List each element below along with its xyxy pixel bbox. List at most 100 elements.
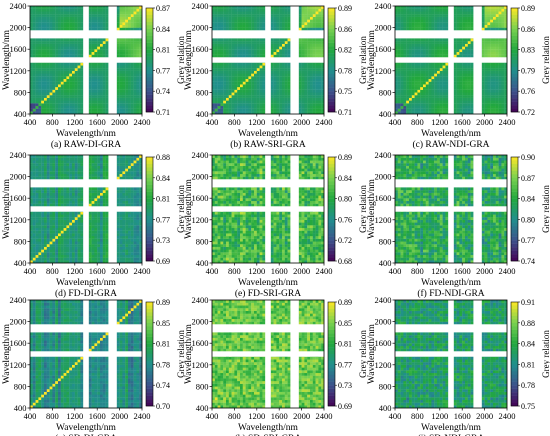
heatmap-cell bbox=[49, 38, 53, 42]
heatmap-cell bbox=[298, 11, 302, 15]
heatmap-cell bbox=[94, 70, 98, 74]
heatmap-cell bbox=[251, 16, 255, 20]
heatmap-cell bbox=[298, 87, 302, 90]
heatmap-cell bbox=[270, 70, 274, 74]
heatmap-cell bbox=[251, 43, 255, 47]
heatmap-cell bbox=[41, 24, 45, 28]
heatmap-cell bbox=[504, 38, 508, 42]
heatmap-cell bbox=[32, 11, 36, 15]
colorbar-segment bbox=[328, 32, 335, 36]
heatmap-cell bbox=[58, 41, 61, 44]
colorbar-segment bbox=[511, 35, 518, 40]
heatmap-cell bbox=[312, 62, 316, 66]
heatmap-cell bbox=[217, 100, 221, 104]
heatmap-cell bbox=[44, 68, 47, 71]
heatmap-cell bbox=[321, 78, 325, 82]
heatmap-cell bbox=[248, 62, 252, 66]
heatmap-cell bbox=[102, 105, 106, 109]
heatmap-cell bbox=[228, 51, 232, 55]
heatmap-cell bbox=[66, 105, 70, 109]
heatmap-cell bbox=[220, 14, 224, 17]
heatmap-cell bbox=[453, 22, 457, 26]
heatmap-cell bbox=[212, 54, 215, 58]
heatmap-cell bbox=[245, 65, 249, 69]
heatmap-cell bbox=[125, 8, 129, 12]
heatmap-cell bbox=[437, 68, 440, 71]
heatmap-cell bbox=[240, 84, 243, 88]
heatmap-cell bbox=[136, 16, 140, 20]
heatmap-cell bbox=[284, 76, 288, 80]
heatmap-cell bbox=[481, 111, 485, 115]
heatmap-cell bbox=[228, 108, 232, 112]
heatmap-cell bbox=[321, 73, 325, 77]
heatmap-cell bbox=[420, 22, 424, 26]
heatmap-cell bbox=[425, 51, 429, 55]
heatmap-cell bbox=[490, 62, 494, 66]
heatmap-cell bbox=[493, 65, 496, 69]
heatmap-cell bbox=[279, 43, 283, 47]
heatmap-cell bbox=[298, 38, 302, 42]
heatmap-cell bbox=[44, 49, 47, 53]
heatmap-cell bbox=[395, 100, 398, 104]
heatmap-cell bbox=[397, 70, 401, 74]
heatmap-cell bbox=[442, 62, 446, 66]
heatmap-cell bbox=[423, 103, 426, 107]
heatmap-cell bbox=[94, 81, 98, 85]
heatmap-cell bbox=[100, 84, 103, 88]
heatmap-cell bbox=[220, 78, 224, 82]
heatmap-cell bbox=[100, 14, 103, 17]
heatmap-cell bbox=[262, 49, 266, 53]
heatmap-cell bbox=[136, 24, 140, 28]
heatmap-cell bbox=[467, 24, 471, 28]
heatmap-cell bbox=[442, 43, 446, 47]
heatmap-cell bbox=[307, 24, 311, 28]
heatmap-cell bbox=[245, 6, 249, 9]
heatmap-cell bbox=[52, 95, 56, 98]
heatmap-cell bbox=[102, 84, 106, 88]
heatmap-cell bbox=[467, 89, 471, 93]
heatmap-cell bbox=[259, 76, 263, 80]
heatmap-cell bbox=[41, 92, 45, 96]
heatmap-cell bbox=[46, 62, 50, 66]
heatmap-cell bbox=[226, 6, 229, 9]
heatmap-cell bbox=[414, 19, 418, 23]
heatmap-cell bbox=[445, 95, 449, 98]
heatmap-cell bbox=[439, 27, 443, 31]
heatmap-cell bbox=[97, 38, 101, 42]
heatmap-cell bbox=[504, 108, 508, 112]
heatmap-cell bbox=[262, 16, 266, 20]
heatmap-cell bbox=[459, 89, 463, 93]
heatmap-cell bbox=[228, 73, 232, 77]
heatmap-cell bbox=[423, 54, 426, 58]
heatmap-cell bbox=[501, 62, 505, 66]
heatmap-cell bbox=[251, 100, 255, 104]
heatmap-cell bbox=[77, 24, 81, 28]
heatmap-cell bbox=[270, 19, 274, 23]
heatmap-cell bbox=[287, 46, 291, 50]
heatmap-cell bbox=[442, 108, 446, 112]
heatmap-cell bbox=[220, 87, 224, 90]
heatmap-cell bbox=[58, 92, 61, 96]
heatmap-cell bbox=[245, 95, 249, 98]
heatmap-cell bbox=[484, 81, 488, 85]
heatmap-cell bbox=[298, 84, 302, 88]
heatmap-cell bbox=[102, 70, 106, 74]
heatmap-cell bbox=[501, 43, 505, 47]
heatmap-cell bbox=[116, 46, 120, 50]
heatmap-cell bbox=[462, 92, 466, 96]
heatmap-cell bbox=[228, 97, 232, 101]
heatmap-cell bbox=[35, 6, 39, 9]
heatmap-cell bbox=[403, 111, 407, 115]
heatmap-cell bbox=[498, 54, 502, 58]
heatmap-cell bbox=[428, 111, 432, 115]
heatmap-cell bbox=[136, 14, 140, 17]
heatmap-cell bbox=[445, 27, 449, 31]
heatmap-cell bbox=[223, 27, 227, 31]
heatmap-cell bbox=[80, 22, 84, 26]
heatmap-cell bbox=[395, 19, 398, 23]
heatmap-cell bbox=[125, 14, 129, 17]
heatmap-cell bbox=[254, 105, 257, 109]
heatmap-cell bbox=[282, 22, 285, 26]
heatmap-cell bbox=[74, 8, 78, 12]
heatmap-cell bbox=[453, 103, 457, 107]
